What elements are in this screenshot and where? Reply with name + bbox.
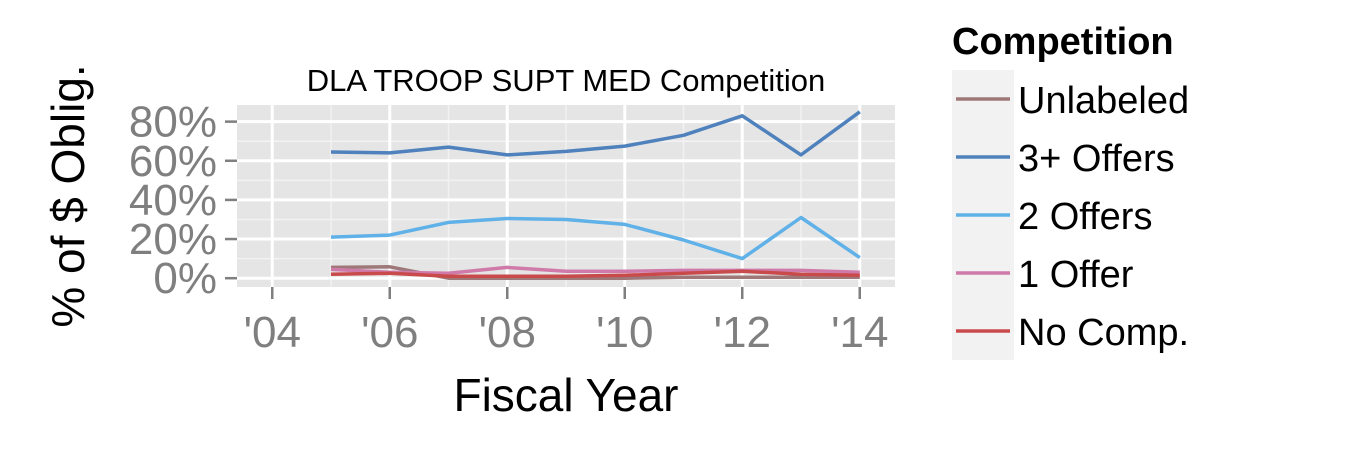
series-lines [330,110,861,280]
y-tick-label: 40% [129,176,217,225]
legend-label: 1 Offer [1018,254,1134,296]
x-axis: '04 '06 '08 '10 '12 '14 [244,287,888,357]
y-axis: 0%20%40%60%80% [129,98,237,303]
series-line-4 [330,269,860,278]
x-tick-label: '08 [479,308,536,357]
y-axis-title: % of $ Oblig. [42,64,94,327]
series-line-3 [330,265,860,276]
series-line-1 [330,110,861,157]
legend-label: 2 Offers [1018,196,1152,238]
y-tick-label: 80% [129,98,217,147]
x-tick-label: '04 [244,308,301,357]
y-tick-label: 0% [153,254,217,303]
x-axis-title: Fiscal Year [453,369,678,421]
x-tick-label: '10 [596,308,653,357]
legend: Competition Unlabeled 3+ Offers 2 Offers 1 … [952,21,1189,360]
x-tick-label: '14 [831,308,888,357]
chart-title: DLA TROOP SUPT MED Competition [307,63,826,98]
legend-label: 3+ Offers [1018,138,1175,180]
legend-label: Unlabeled [1018,80,1189,122]
y-tick-label: 20% [129,215,217,264]
x-tick-label: '12 [714,308,771,357]
legend-label: No Comp. [1018,312,1189,354]
y-tick-label: 60% [129,137,217,186]
x-tick-label: '06 [361,308,418,357]
legend-keys: Unlabeled 3+ Offers 2 Offers 1 Offer No Comp… [952,70,1189,360]
legend-title: Competition [952,21,1174,63]
series-line-2 [330,215,861,261]
